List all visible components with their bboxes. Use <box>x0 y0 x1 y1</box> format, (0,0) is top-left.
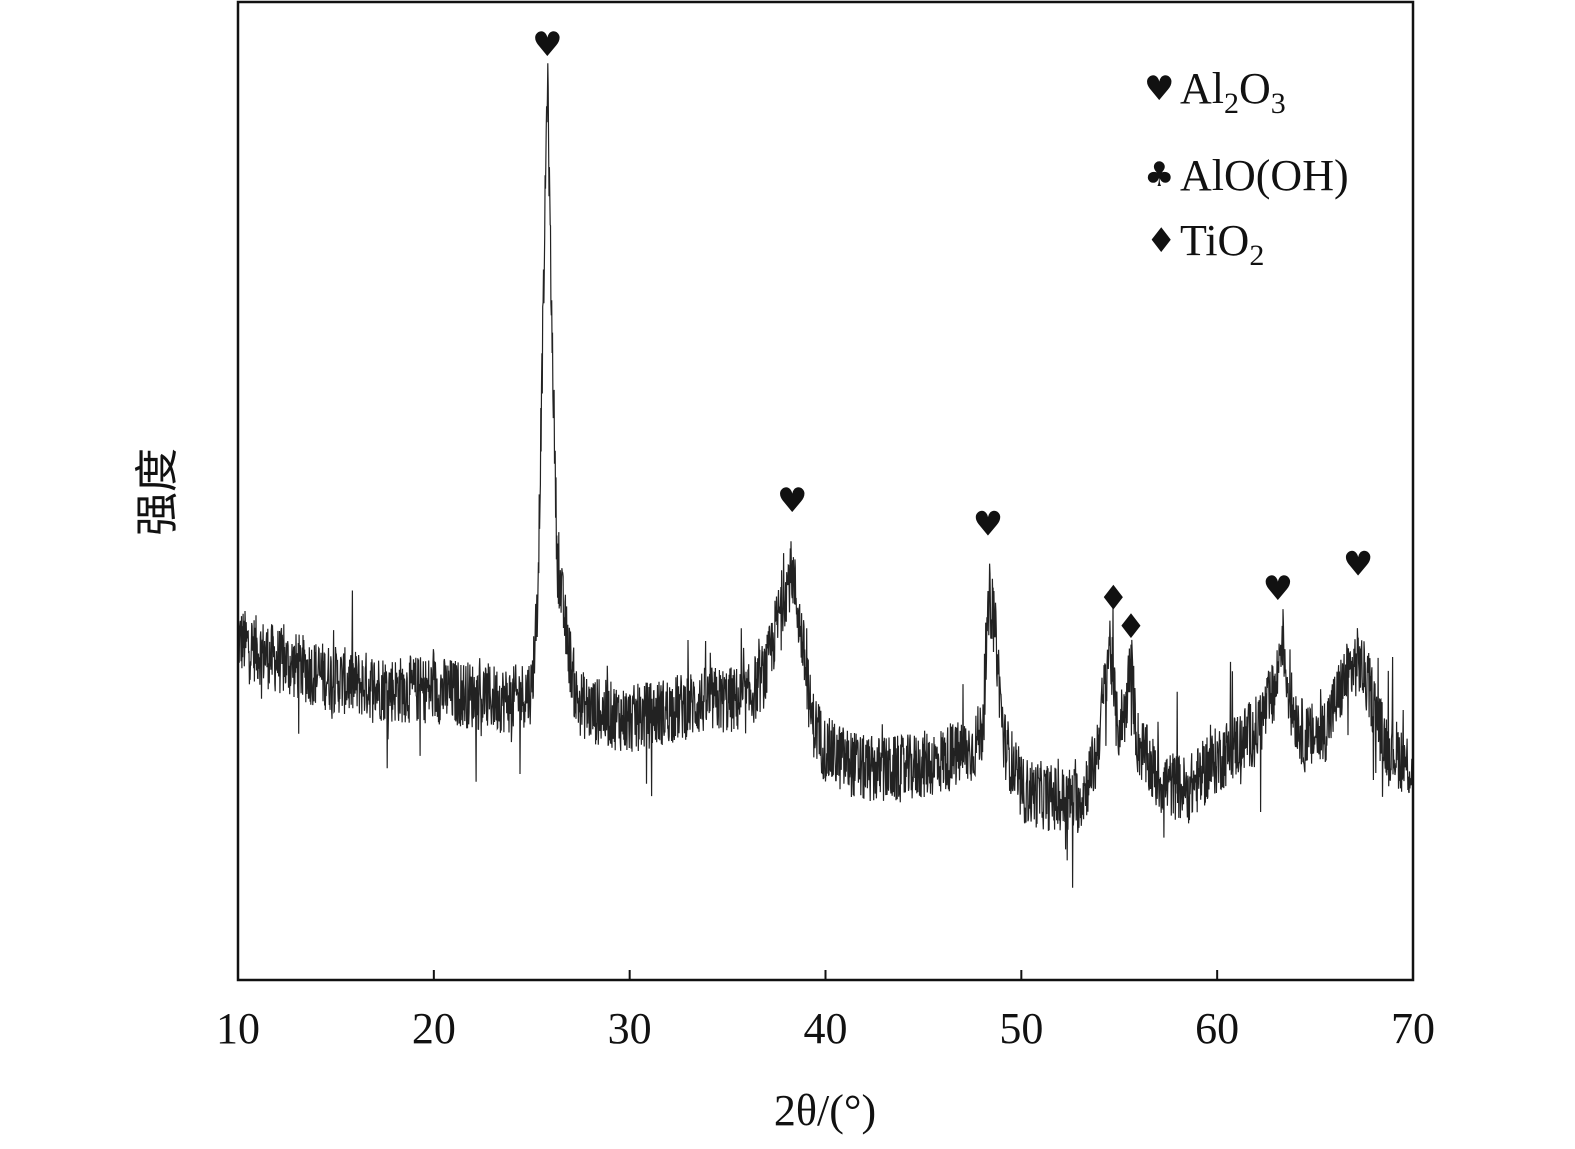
x-axis-title: 2θ/(°) <box>774 1086 876 1135</box>
heart-peak-marker: ♥ <box>973 504 1003 544</box>
x-tick-label: 10 <box>216 1004 260 1053</box>
x-axis: 10 20 30 40 50 60 70 <box>216 970 1435 1053</box>
svg-text:AlO(OH): AlO(OH) <box>1180 151 1349 200</box>
club-icon: ♣ <box>1144 155 1174 195</box>
heart-peak-marker: ♥ <box>1263 569 1293 609</box>
x-tick-label: 70 <box>1391 1004 1435 1053</box>
plot-frame <box>236 0 1415 982</box>
diamond-peak-marker: ♦ <box>1116 607 1146 647</box>
heart-icon: ♥ <box>1144 69 1174 109</box>
legend-entry-al2o3: ♥ Al2O3 <box>1144 64 1286 120</box>
series-line-xrd <box>237 63 1414 888</box>
x-tick-label: 40 <box>804 1004 848 1053</box>
legend-entry-tio2: ♦ TiO2 <box>1146 216 1264 272</box>
heart-peak-marker: ♥ <box>777 481 807 521</box>
heart-peak-marker: ♥ <box>1343 544 1373 584</box>
heart-peak-marker: ♥ <box>532 25 562 65</box>
legend: ♥ Al2O3 ♣ AlO(OH) ♦ TiO2 <box>1144 64 1349 272</box>
x-tick-label: 20 <box>412 1004 456 1053</box>
diamond-peak-marker: ♦ <box>1098 579 1128 619</box>
x-tick-label: 60 <box>1195 1004 1239 1053</box>
plot-area <box>237 63 1414 888</box>
y-axis-title: 强度 <box>133 448 182 536</box>
svg-text:TiO2: TiO2 <box>1180 216 1264 272</box>
svg-text:Al2O3: Al2O3 <box>1180 64 1286 120</box>
legend-entry-aloooh: ♣ AlO(OH) <box>1144 151 1349 200</box>
peak-markers: ♥♥♥♦♦♥♥ <box>532 25 1373 647</box>
diamond-icon: ♦ <box>1146 221 1176 261</box>
x-tick-label: 30 <box>608 1004 652 1053</box>
x-tick-label: 50 <box>999 1004 1043 1053</box>
